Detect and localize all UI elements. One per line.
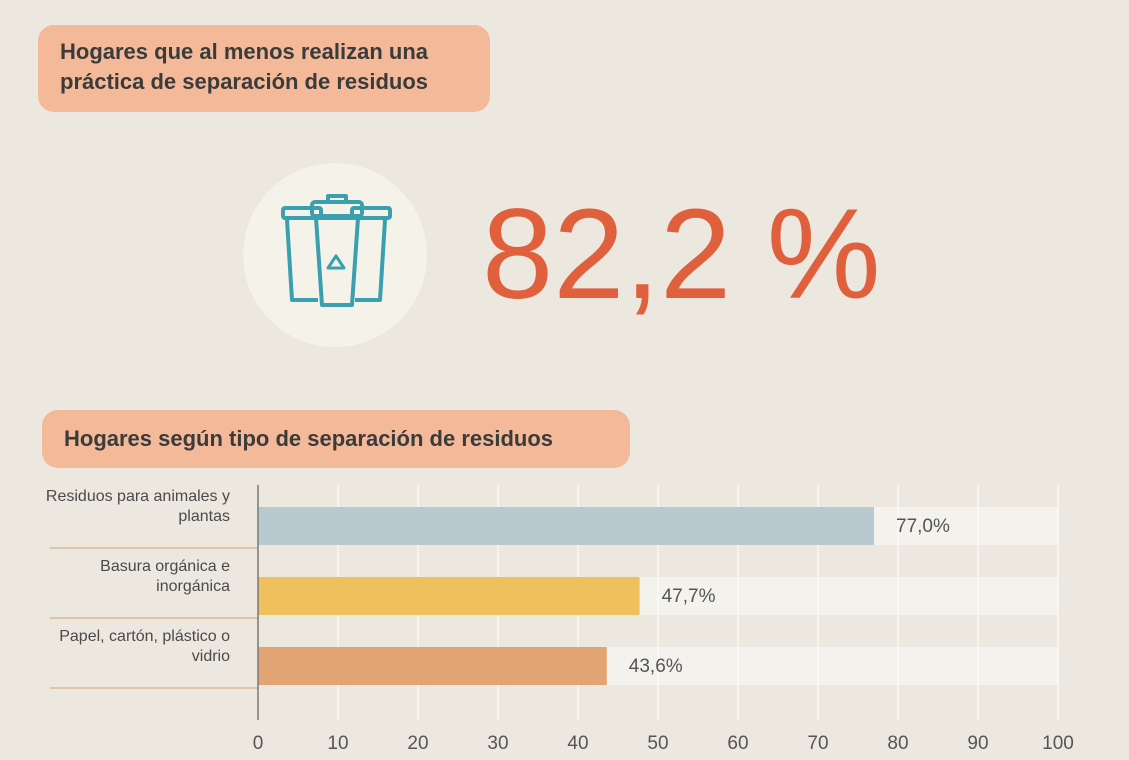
header-title: Hogares que al menos realizan una prácti… bbox=[38, 25, 490, 112]
bar bbox=[258, 507, 874, 545]
x-tick-label: 100 bbox=[1042, 733, 1074, 754]
x-tick-label: 0 bbox=[253, 733, 264, 754]
category-label: Basura orgánica e inorgánica bbox=[100, 558, 230, 595]
x-tick-label: 90 bbox=[967, 733, 988, 754]
bin-icon bbox=[281, 194, 392, 307]
value-label: 47,7% bbox=[662, 586, 716, 607]
category-label: Residuos para animales y plantas bbox=[45, 488, 230, 525]
bar bbox=[258, 577, 640, 615]
x-tick-label: 20 bbox=[407, 733, 428, 754]
category-label: Papel, cartón, plástico o vidrio bbox=[59, 628, 230, 665]
x-tick-label: 40 bbox=[567, 733, 588, 754]
stat-value: 82,2 % bbox=[482, 183, 881, 326]
x-tick-label: 50 bbox=[647, 733, 668, 754]
x-tick-label: 80 bbox=[887, 733, 908, 754]
x-tick-label: 60 bbox=[727, 733, 748, 754]
bar bbox=[258, 647, 607, 685]
x-tick-label: 30 bbox=[487, 733, 508, 754]
value-label: 43,6% bbox=[629, 656, 683, 677]
x-tick-label: 10 bbox=[327, 733, 348, 754]
chart-title: Hogares según tipo de separación de resi… bbox=[42, 410, 630, 468]
value-label: 77,0% bbox=[896, 516, 950, 537]
x-tick-label: 70 bbox=[807, 733, 828, 754]
